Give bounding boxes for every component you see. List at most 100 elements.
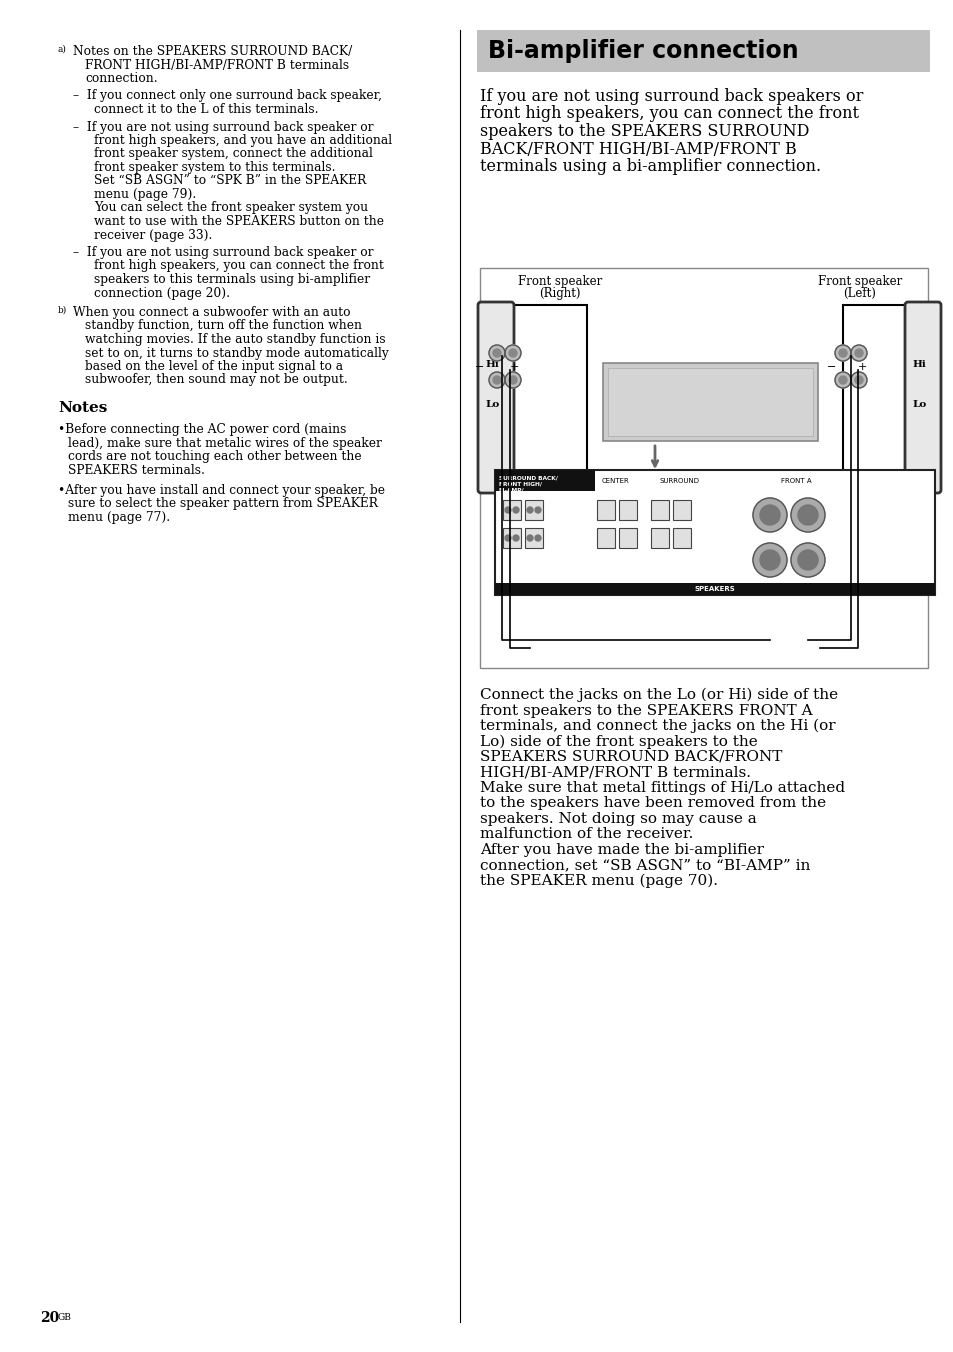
FancyBboxPatch shape [502, 529, 520, 548]
Text: FRONT HIGH/BI-AMP/FRONT B terminals: FRONT HIGH/BI-AMP/FRONT B terminals [85, 58, 349, 72]
Bar [842, 306, 932, 480]
Text: 20: 20 [40, 1311, 59, 1325]
Text: front high speakers, you can connect the front: front high speakers, you can connect the… [94, 260, 383, 273]
Circle shape [504, 535, 511, 541]
FancyBboxPatch shape [618, 500, 637, 521]
Bar [479, 268, 927, 668]
Text: GB: GB [58, 1313, 71, 1322]
FancyBboxPatch shape [502, 500, 520, 521]
Text: connection.: connection. [85, 72, 157, 85]
Circle shape [850, 372, 866, 388]
FancyBboxPatch shape [597, 529, 615, 548]
Circle shape [504, 372, 520, 388]
Circle shape [838, 349, 846, 357]
Text: SPEAKERS SURROUND BACK/FRONT: SPEAKERS SURROUND BACK/FRONT [479, 750, 781, 764]
FancyBboxPatch shape [524, 500, 542, 521]
Circle shape [509, 376, 517, 384]
Circle shape [854, 376, 862, 384]
Text: Notes: Notes [58, 402, 108, 415]
Text: Connect the jacks on the Lo (or Hi) side of the: Connect the jacks on the Lo (or Hi) side… [479, 688, 838, 703]
Text: front high speakers, you can connect the front: front high speakers, you can connect the… [479, 105, 858, 123]
Circle shape [526, 507, 533, 512]
FancyBboxPatch shape [904, 301, 940, 493]
Circle shape [834, 345, 850, 361]
Text: When you connect a subwoofer with an auto: When you connect a subwoofer with an aut… [73, 306, 350, 319]
Circle shape [513, 535, 518, 541]
Text: set to on, it turns to standby mode automatically: set to on, it turns to standby mode auto… [85, 346, 388, 360]
Text: BI-AMP/: BI-AMP/ [498, 487, 524, 492]
FancyBboxPatch shape [618, 529, 637, 548]
Text: connection (page 20).: connection (page 20). [94, 287, 230, 300]
Text: SPEAKERS terminals.: SPEAKERS terminals. [68, 464, 205, 477]
Text: FRONT HIGH/: FRONT HIGH/ [498, 481, 541, 485]
FancyBboxPatch shape [597, 500, 615, 521]
Text: connect it to the L of this terminals.: connect it to the L of this terminals. [94, 103, 318, 116]
Circle shape [854, 349, 862, 357]
Text: FRONT A: FRONT A [780, 479, 810, 484]
Circle shape [797, 506, 817, 525]
FancyBboxPatch shape [524, 529, 542, 548]
Text: front speaker system to this terminals.: front speaker system to this terminals. [94, 161, 335, 174]
Text: menu (page 77).: menu (page 77). [68, 511, 170, 525]
Text: Hi: Hi [911, 360, 924, 369]
Text: front speakers to the SPEAKERS FRONT A: front speakers to the SPEAKERS FRONT A [479, 703, 812, 718]
Text: a): a) [58, 45, 67, 54]
Text: Lo: Lo [911, 400, 925, 410]
Text: the SPEAKER menu (page 70).: the SPEAKER menu (page 70). [479, 873, 718, 888]
Circle shape [489, 345, 504, 361]
Text: SURROUND BACK/: SURROUND BACK/ [498, 475, 558, 480]
Circle shape [760, 550, 780, 571]
Text: •After you have install and connect your speaker, be: •After you have install and connect your… [58, 484, 385, 498]
Circle shape [760, 506, 780, 525]
Bar [602, 362, 817, 441]
Text: Lo: Lo [484, 400, 498, 410]
Text: After you have made the bi-amplifier: After you have made the bi-amplifier [479, 844, 763, 857]
Text: (Left): (Left) [842, 287, 876, 300]
Text: –  If you are not using surround back speaker or: – If you are not using surround back spe… [73, 120, 374, 134]
Bar [495, 470, 934, 595]
Text: sure to select the speaker pattern from SPEAKER: sure to select the speaker pattern from … [68, 498, 377, 511]
Text: SURROUND: SURROUND [659, 479, 700, 484]
Circle shape [493, 376, 500, 384]
Circle shape [797, 550, 817, 571]
Text: FRONT B: FRONT B [498, 493, 527, 498]
Circle shape [535, 507, 540, 512]
Bar [476, 30, 929, 72]
Text: −: − [475, 362, 484, 372]
Text: speakers. Not doing so may cause a: speakers. Not doing so may cause a [479, 813, 756, 826]
Bar [607, 368, 812, 435]
Text: connection, set “SB ASGN” to “BI-AMP” in: connection, set “SB ASGN” to “BI-AMP” in [479, 859, 809, 872]
Text: based on the level of the input signal to a: based on the level of the input signal t… [85, 360, 343, 373]
Text: cords are not touching each other between the: cords are not touching each other betwee… [68, 450, 361, 464]
Text: terminals, and connect the jacks on the Hi (or: terminals, and connect the jacks on the … [479, 719, 835, 733]
Text: Hi: Hi [484, 360, 498, 369]
FancyBboxPatch shape [650, 529, 668, 548]
Text: •Before connecting the AC power cord (mains: •Before connecting the AC power cord (ma… [58, 423, 346, 437]
Text: front speaker system, connect the additional: front speaker system, connect the additi… [94, 147, 373, 161]
Text: –  If you connect only one surround back speaker,: – If you connect only one surround back … [73, 89, 381, 103]
Text: Make sure that metal fittings of Hi/Lo attached: Make sure that metal fittings of Hi/Lo a… [479, 781, 844, 795]
Text: Front speaker: Front speaker [517, 274, 601, 288]
Text: –  If you are not using surround back speaker or: – If you are not using surround back spe… [73, 246, 374, 260]
Bar [497, 306, 586, 480]
Text: If you are not using surround back speakers or: If you are not using surround back speak… [479, 88, 862, 105]
Text: SPEAKERS: SPEAKERS [694, 585, 735, 592]
Text: You can select the front speaker system you: You can select the front speaker system … [94, 201, 368, 215]
Circle shape [493, 349, 500, 357]
FancyBboxPatch shape [477, 301, 514, 493]
Circle shape [752, 498, 786, 531]
Text: speakers to this terminals using bi-amplifier: speakers to this terminals using bi-ampl… [94, 273, 370, 287]
Text: to the speakers have been removed from the: to the speakers have been removed from t… [479, 796, 825, 810]
Circle shape [504, 507, 511, 512]
Circle shape [535, 535, 540, 541]
Circle shape [834, 372, 850, 388]
Text: BACK/FRONT HIGH/BI-AMP/FRONT B: BACK/FRONT HIGH/BI-AMP/FRONT B [479, 141, 796, 157]
Text: Lo) side of the front speakers to the: Lo) side of the front speakers to the [479, 734, 757, 749]
FancyBboxPatch shape [672, 500, 690, 521]
Text: +: + [509, 362, 518, 372]
Text: malfunction of the receiver.: malfunction of the receiver. [479, 827, 693, 841]
Text: menu (page 79).: menu (page 79). [94, 188, 196, 201]
Text: terminals using a bi-amplifier connection.: terminals using a bi-amplifier connectio… [479, 158, 821, 174]
Text: HIGH/BI-AMP/FRONT B terminals.: HIGH/BI-AMP/FRONT B terminals. [479, 765, 750, 780]
Text: b): b) [58, 306, 67, 315]
